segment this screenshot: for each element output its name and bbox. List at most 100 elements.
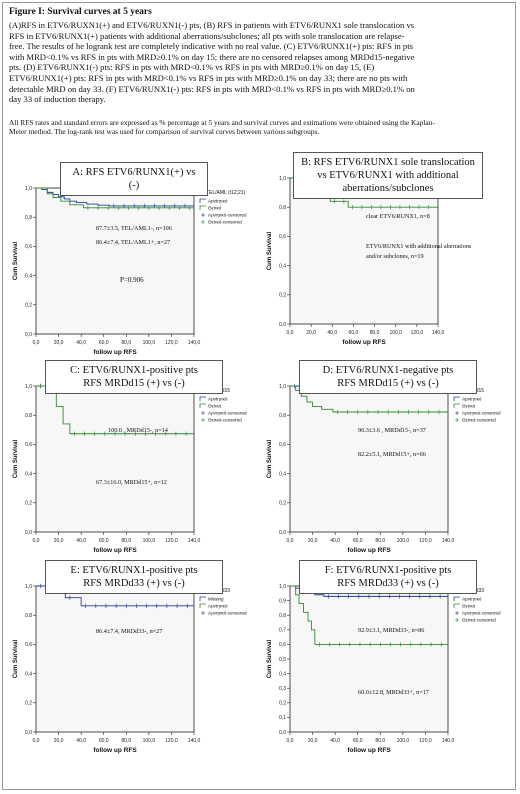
caption-line: free. The results of he logrank test are… (9, 41, 413, 52)
curve-annotation: 86.4±7.4, MRDd33-, n=27 (96, 628, 162, 635)
x-tick-label: 100,0 (143, 538, 156, 544)
x-tick-label: 40,0 (76, 340, 86, 346)
y-tick-label: 0,0 (279, 322, 286, 328)
x-tick-label: 120,0 (419, 738, 432, 744)
curve-annotation: 67.3±16.0, MRDd15+, n=12 (96, 479, 167, 486)
legend-item: Apvtητικό (208, 396, 228, 402)
x-tick-label: 140,0 (442, 538, 455, 544)
y-tick-label: 0,2 (279, 501, 286, 507)
x-tick-label: 40,0 (330, 538, 340, 544)
x-tick-label: 140,0 (432, 330, 445, 336)
legend-swatch (199, 403, 206, 408)
chart-title-line: aberrations/subclones (342, 183, 434, 194)
y-axis-label: Cum Survival (13, 440, 19, 479)
y-tick-label: 0,8 (25, 215, 32, 221)
y-tick-label: 1,0 (279, 176, 286, 182)
x-tick-label: 60,0 (99, 738, 109, 744)
x-tick-label: 60,0 (349, 330, 359, 336)
y-tick-label: 0,8 (279, 613, 286, 619)
x-tick-label: 120,0 (419, 538, 432, 544)
x-tick-label: 0,0 (33, 340, 40, 346)
y-tick-label: 0,2 (25, 701, 32, 707)
figure-title: Figure I: Survival curves at 5 years (9, 7, 152, 17)
y-tick-label: 0,8 (25, 413, 32, 419)
plot-frame (289, 385, 449, 533)
curve-annotation: and/or subclones, n=19 (366, 253, 424, 260)
km-plot: 0,0 0,1 0,2 0,3 0,4 0,5 0,6 0,7 0,8 0,9 1,0 0,0 20,0… (267, 584, 501, 754)
km-plot: 0,0 0,2 0,4 0,6 0,8 1,0 0,0 20,0 40,0 60,0 80,0 100… (267, 175, 472, 346)
curve-annotation: ETV6/RUNX1 with additional aberrations (366, 243, 472, 250)
plot-area: 0,0 0,1 0,2 0,3 0,4 0,5 0,6 0,7 0,8 0,9 1,0 0,0 20,0… (262, 560, 514, 755)
x-tick-label: 40,0 (327, 330, 337, 336)
chart-title: E: ETV6/RUNX1-positive pts RFS MRDd33 (+)… (45, 560, 223, 594)
legend-item: Apvtητικό (208, 198, 228, 204)
x-tick-label: 20,0 (54, 738, 64, 744)
legend-item: Αρνητικό-censored (208, 410, 247, 416)
km-plot: 0,0 0,2 0,4 0,6 0,8 1,0 0,0 20,0 40,0 60,0 80,0 100… (13, 384, 247, 554)
plot-frame (35, 187, 195, 335)
chart-title-line: E: ETV6/RUNX1-positive pts (70, 565, 198, 576)
x-axis-label: follow up RFS (347, 747, 391, 754)
x-axis-label: follow up RFS (347, 547, 391, 554)
note-line: All RFS rates and standard errors are ex… (9, 118, 435, 127)
x-tick-label: 40,0 (76, 738, 86, 744)
chart-panel-e: E: ETV6/RUNX1-positive pts RFS MRDd33 (+)… (8, 560, 260, 755)
plot-area: 0,0 0,2 0,4 0,6 0,8 1,0 0,0 20,0 40,0 60,0 80,0 100… (262, 152, 514, 347)
km-plot: 0,0 0,2 0,4 0,6 0,8 1,0 0,0 20,0 40,0 60,0 80,0 100… (13, 584, 247, 754)
x-tick-label: 40,0 (76, 538, 86, 544)
x-tick-label: 80,0 (375, 538, 385, 544)
legend-swatch (199, 198, 206, 203)
x-tick-label: 60,0 (353, 738, 363, 744)
legend-item: Αρνητικό-censored (462, 410, 501, 416)
x-tick-label: 100,0 (397, 538, 410, 544)
legend-swatch (199, 396, 206, 401)
y-tick-label: 0,4 (279, 671, 286, 677)
y-tick-label: 0,4 (25, 273, 32, 279)
legend-item: Missing (208, 597, 224, 602)
caption-line: with MRD<0.1% vs RFS in pts with MRD≥0.1… (9, 51, 415, 62)
x-tick-label: 0,0 (33, 538, 40, 544)
y-tick-label: 1,0 (279, 384, 286, 390)
x-tick-label: 60,0 (99, 340, 109, 346)
y-axis-label: Cum Survival (267, 232, 273, 271)
x-axis-label: follow up RFS (93, 547, 137, 554)
y-tick-label: 0,8 (25, 613, 32, 619)
x-tick-label: 100,0 (389, 330, 402, 336)
caption-line: (A)RFS in ETV6/RUXN1(+) and ETV6/RUXN1(-… (9, 20, 415, 30)
plot-frame (289, 177, 439, 325)
y-tick-label: 0,0 (25, 530, 32, 536)
x-tick-label: 140,0 (442, 738, 455, 744)
x-axis-label: follow up RFS (93, 349, 137, 356)
curve-annotation: 96.3±3.6 , MRDd15-, n=37 (358, 427, 426, 434)
y-tick-label: 0,2 (25, 303, 32, 309)
legend-swatch (453, 403, 460, 408)
x-tick-label: 0,0 (287, 538, 294, 544)
legend-item: Θετικό-censored (208, 219, 242, 225)
y-tick-label: 0,4 (25, 471, 32, 477)
y-tick-label: 0,2 (279, 293, 286, 299)
x-tick-label: 0,0 (33, 738, 40, 744)
x-tick-label: 0,0 (287, 738, 294, 744)
chart-title-line: D: ETV6/RUNX1-negative pts (322, 365, 454, 376)
chart-title-line: RFS MRDd15 (+) vs (-) (337, 378, 439, 389)
chart-panel-c: C: ETV6/RUNX1-positive pts RFS MRDd15 (+)… (8, 360, 260, 555)
legend-item: Αρνητικό-censored (208, 610, 247, 616)
note-line: Meier method. The log-rank test was used… (9, 127, 320, 137)
x-tick-label: 60,0 (353, 538, 363, 544)
survival-curve (36, 187, 194, 209)
x-axis-label: follow up RFS (93, 747, 137, 754)
y-tick-label: 1,0 (25, 384, 32, 390)
chart-panel-d: D: ETV6/RUNX1-negative pts RFS MRDd15 (+)… (262, 360, 514, 555)
chart-title: D: ETV6/RUNX1-negative pts RFS MRDd15 (+)… (299, 360, 477, 394)
legend-swatch (453, 396, 460, 401)
x-tick-label: 20,0 (308, 538, 318, 544)
x-tick-label: 80,0 (375, 738, 385, 744)
legend-item: Αρνητικό-censored (462, 610, 501, 616)
legend-item: Apvtητικό (462, 396, 482, 402)
y-tick-label: 0,4 (25, 671, 32, 677)
y-tick-label: 1,0 (25, 584, 32, 590)
x-tick-label: 120,0 (165, 340, 178, 346)
y-tick-label: 0,4 (279, 471, 286, 477)
curve-annotation: 87.7±3.5, TEL/AML1-, n=106 (96, 225, 172, 232)
y-tick-label: 0,3 (279, 686, 286, 692)
